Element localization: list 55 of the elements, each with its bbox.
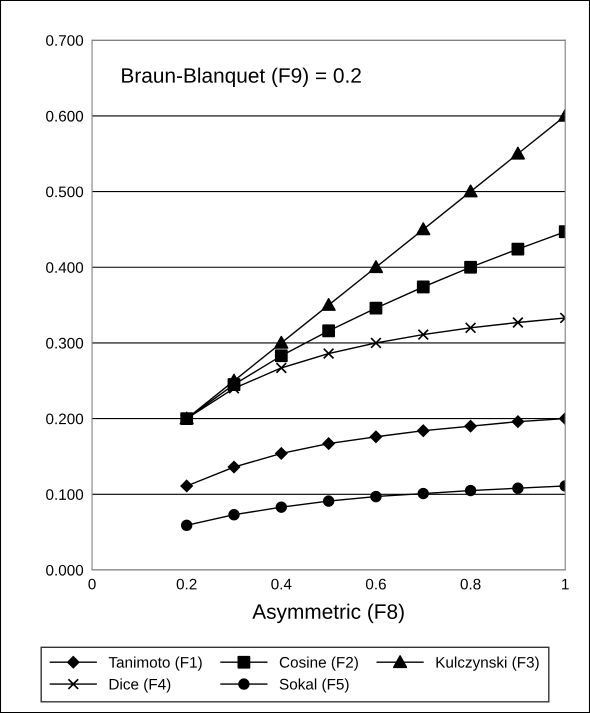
point bbox=[180, 480, 193, 492]
y-tick-label: 0.600 bbox=[46, 110, 84, 122]
point bbox=[276, 501, 288, 513]
x-tick-label: 0.8 bbox=[460, 578, 481, 590]
x-axis-title: Asymmetric (F8) bbox=[252, 604, 404, 624]
point bbox=[512, 482, 524, 494]
point bbox=[274, 336, 288, 349]
legend-label: Kulczynski (F3) bbox=[436, 656, 539, 671]
point bbox=[464, 322, 476, 334]
y-tick-label: 0.500 bbox=[46, 186, 84, 198]
y-tick-label: 0.200 bbox=[46, 413, 84, 424]
point bbox=[228, 460, 240, 474]
point bbox=[275, 447, 288, 460]
x-tick-label: 0.4 bbox=[271, 578, 292, 590]
point bbox=[322, 298, 336, 311]
point bbox=[276, 362, 288, 374]
point bbox=[322, 437, 335, 450]
point bbox=[370, 490, 382, 502]
point bbox=[512, 415, 524, 428]
point bbox=[370, 337, 382, 349]
y-tick-label: 0.100 bbox=[46, 489, 84, 500]
x-tick-label: 1 bbox=[562, 578, 569, 590]
point bbox=[322, 324, 336, 338]
y-tick-label: 0.700 bbox=[46, 35, 84, 46]
point bbox=[464, 184, 478, 198]
point bbox=[510, 146, 525, 160]
legend-label: Tanimoto (F1) bbox=[108, 656, 202, 671]
legend-label: Cosine (F2) bbox=[280, 656, 358, 671]
point bbox=[370, 302, 382, 315]
point bbox=[464, 420, 477, 432]
point bbox=[418, 488, 429, 500]
x-tick-label: 0.2 bbox=[176, 578, 197, 590]
point bbox=[512, 242, 524, 256]
point bbox=[417, 424, 430, 437]
point bbox=[512, 316, 524, 328]
y-tick-label: 0.300 bbox=[46, 338, 84, 349]
point bbox=[274, 349, 288, 362]
x-tick-label: 0.6 bbox=[366, 578, 386, 590]
legend-label: Dice (F4) bbox=[110, 678, 170, 693]
y-tick-label: 0.000 bbox=[46, 564, 84, 576]
legend-label: Sokal (F5) bbox=[280, 678, 349, 693]
point bbox=[368, 260, 384, 274]
point bbox=[418, 328, 429, 340]
point bbox=[322, 495, 334, 507]
point bbox=[228, 509, 240, 520]
point bbox=[464, 260, 477, 274]
annotation: Braun-Blanquet (F9) = 0.2 bbox=[122, 68, 361, 88]
point bbox=[416, 222, 430, 236]
point bbox=[416, 280, 430, 294]
point bbox=[464, 484, 476, 496]
x-tick-label: 0 bbox=[88, 578, 96, 590]
point bbox=[370, 430, 382, 444]
point bbox=[322, 348, 334, 360]
y-tick-label: 0.400 bbox=[46, 262, 84, 273]
point bbox=[180, 520, 192, 532]
